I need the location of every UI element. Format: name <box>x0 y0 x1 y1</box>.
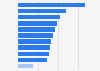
Bar <box>18 39 51 44</box>
Bar <box>18 58 48 62</box>
Bar <box>18 64 33 68</box>
Bar <box>18 9 66 13</box>
Bar <box>18 46 50 50</box>
Bar <box>18 21 57 25</box>
Bar <box>18 3 85 7</box>
Bar <box>18 52 48 56</box>
Bar <box>18 33 53 38</box>
Bar <box>18 15 60 19</box>
Bar <box>18 27 55 32</box>
